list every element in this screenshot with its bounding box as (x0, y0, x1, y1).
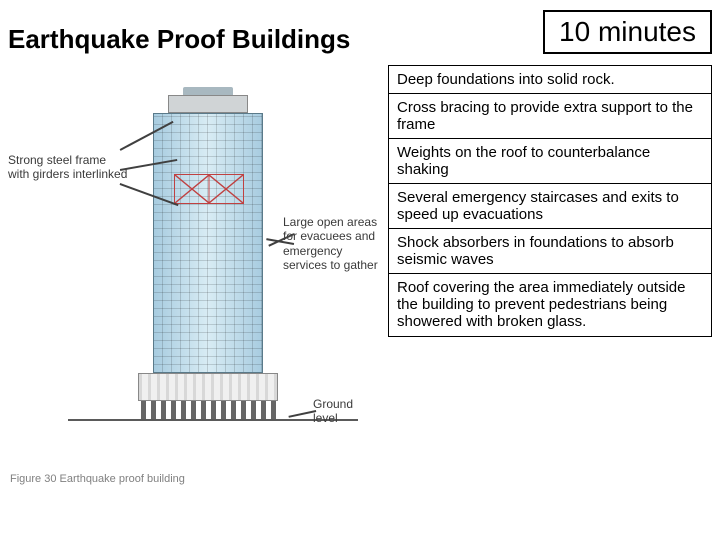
fact-item: Cross bracing to provide extra support t… (388, 93, 712, 140)
fact-item: Deep foundations into solid rock. (388, 65, 712, 94)
fact-item: Roof covering the area immediately outsi… (388, 273, 712, 337)
callout-ground-level: Ground level (313, 397, 373, 426)
tower (153, 113, 263, 373)
fact-item: Weights on the roof to counterbalance sh… (388, 138, 712, 185)
callout-steel-frame: Strong steel frame with girders interlin… (8, 153, 128, 182)
header: Earthquake Proof Buildings 10 minutes (0, 0, 720, 55)
page-title: Earthquake Proof Buildings (8, 10, 543, 55)
main-content: Strong steel frame with girders interlin… (0, 55, 720, 495)
time-box: 10 minutes (543, 10, 712, 54)
callout-open-areas: Large open areas for evacuees and emerge… (283, 215, 388, 273)
building (153, 95, 263, 405)
fact-list: Deep foundations into solid rock. Cross … (388, 65, 712, 495)
foundation-pillars (138, 401, 278, 421)
figure-caption: Figure 30 Earthquake proof building (10, 473, 185, 485)
cross-bracing (174, 174, 244, 204)
pointer-line (288, 410, 316, 417)
fact-item: Several emergency staircases and exits t… (388, 183, 712, 230)
building-diagram: Strong steel frame with girders interlin… (8, 65, 388, 495)
building-base (138, 373, 278, 401)
fact-item: Shock absorbers in foundations to absorb… (388, 228, 712, 275)
roof (168, 95, 248, 113)
